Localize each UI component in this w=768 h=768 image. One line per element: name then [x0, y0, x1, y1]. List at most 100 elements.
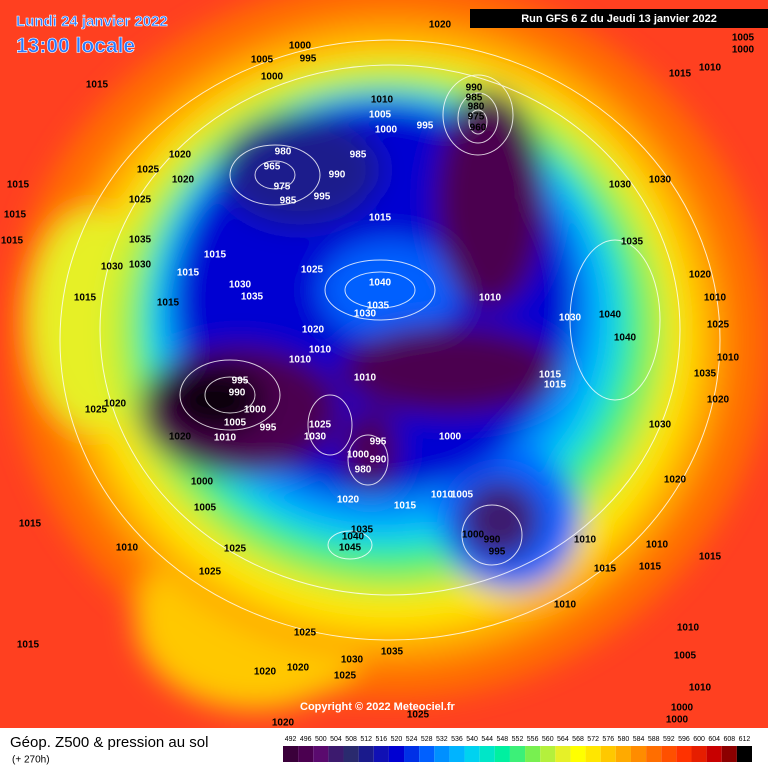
isobar-label: 965 — [264, 162, 281, 173]
isobar-label: 1030 — [609, 180, 632, 191]
isobar-label: 1005 — [194, 503, 217, 514]
isobar-label: 1040 — [599, 310, 622, 321]
isobar — [461, 504, 523, 566]
isobar-label: 1010 — [699, 63, 722, 74]
isobar-label: 1015 — [594, 564, 617, 575]
isobar-label: 1030 — [229, 280, 252, 291]
isobar-label: 1005 — [451, 490, 474, 501]
isobar-label: 1015 — [7, 180, 30, 191]
scale-label: 548 — [497, 736, 509, 743]
isobar-label: 1030 — [341, 655, 364, 666]
scale-label: 552 — [512, 736, 524, 743]
isobar — [99, 64, 681, 596]
scale-label: 576 — [602, 736, 614, 743]
scale-swatch — [313, 746, 329, 762]
isobar-label: 1025 — [707, 320, 730, 331]
isobar-label: 1005 — [732, 33, 755, 44]
isobar — [347, 434, 389, 486]
isobar-label: 1010 — [646, 540, 669, 551]
scale-swatch — [373, 746, 389, 762]
isobar — [204, 376, 256, 414]
isobar-label: 1015 — [1, 236, 24, 247]
scale-swatch — [721, 746, 737, 762]
scale-label: 580 — [618, 736, 630, 743]
isobar-label: 1010 — [371, 95, 394, 106]
isobar-label: 1020 — [302, 325, 325, 336]
isobar-label: 1015 — [539, 370, 562, 381]
isobar-label: 1025 — [224, 544, 247, 555]
isobar-label: 1010 — [677, 623, 700, 634]
isobar-label: 1020 — [707, 395, 730, 406]
isobar-label: 1015 — [17, 640, 40, 651]
scale-label: 528 — [421, 736, 433, 743]
scale-swatch — [646, 746, 662, 762]
isobar-label: 1015 — [204, 250, 227, 261]
isobar-label: 1020 — [169, 150, 192, 161]
isobar-label: 1035 — [351, 525, 374, 536]
isobar-label: 990 — [484, 535, 501, 546]
scale-swatch — [419, 746, 435, 762]
isobar-label: 975 — [468, 112, 485, 123]
scale-swatch — [706, 746, 722, 762]
trough-north-east — [435, 90, 545, 310]
isobar-label: 1000 — [375, 125, 398, 136]
isobar-label: 1010 — [574, 535, 597, 546]
isobar-label: 975 — [274, 182, 291, 193]
scale-swatch — [388, 746, 405, 762]
isobar-label: 1030 — [649, 175, 672, 186]
scale-swatch — [283, 746, 299, 762]
isobar-label: 995 — [314, 192, 331, 203]
isobar-label: 1030 — [559, 313, 582, 324]
scale-swatch — [570, 746, 586, 762]
isobar-label: 1010 — [116, 543, 139, 554]
isobar — [468, 109, 488, 135]
isobar-label: 1015 — [4, 210, 27, 221]
isobar-label: 1010 — [554, 600, 577, 611]
scale-label: 604 — [708, 736, 720, 743]
isobar-label: 1020 — [254, 667, 277, 678]
isobar-label: 1020 — [664, 475, 687, 486]
scale-label: 596 — [678, 736, 690, 743]
scale-label: 568 — [572, 736, 584, 743]
scale-label: 560 — [542, 736, 554, 743]
isobar-label: 1015 — [177, 268, 200, 279]
isobar-label: 1005 — [369, 110, 392, 121]
scale-label: 508 — [345, 736, 357, 743]
low-south — [342, 410, 398, 490]
isobar-label: 1015 — [544, 380, 567, 391]
isobar-label: 980 — [468, 102, 485, 113]
scale-label: 564 — [557, 736, 569, 743]
footer-lead: (+ 270h) — [12, 755, 50, 766]
scale-swatch — [676, 746, 692, 762]
isobar-label: 960 — [470, 123, 487, 134]
scale-label: 504 — [330, 736, 342, 743]
isobar-label: 990 — [370, 455, 387, 466]
isobar-label: 1015 — [639, 562, 662, 573]
isobar-label: 1010 — [431, 490, 454, 501]
isobar-label: 990 — [329, 170, 346, 181]
isobar-label: 1025 — [294, 628, 317, 639]
scale-swatch — [600, 746, 616, 762]
isobar — [59, 39, 721, 641]
isobar-label: 1010 — [214, 433, 237, 444]
run-banner — [470, 9, 768, 28]
scale-swatch — [585, 746, 601, 762]
isobar-label: 1005 — [674, 651, 697, 662]
scale-label: 556 — [527, 736, 539, 743]
isobar-label: 1025 — [407, 710, 430, 721]
isobar-label: 1010 — [354, 373, 377, 384]
isobar-label: 1000 — [261, 72, 284, 83]
color-scale: 492 496 500 504 508 512 516 520 524 528 532 536 540 5… — [283, 736, 752, 762]
isobar-label: 1000 — [191, 477, 214, 488]
scale-label: 588 — [648, 736, 660, 743]
isobar-label: 1010 — [717, 353, 740, 364]
scale-swatch — [358, 746, 374, 762]
isobar-label: 1000 — [732, 45, 755, 56]
scale-label: 492 — [285, 736, 297, 743]
isobar-label: 1015 — [86, 80, 109, 91]
scale-swatch — [404, 746, 420, 762]
isobar-label: 1015 — [394, 501, 417, 512]
scale-label: 496 — [300, 736, 312, 743]
scale-swatch — [736, 746, 752, 762]
